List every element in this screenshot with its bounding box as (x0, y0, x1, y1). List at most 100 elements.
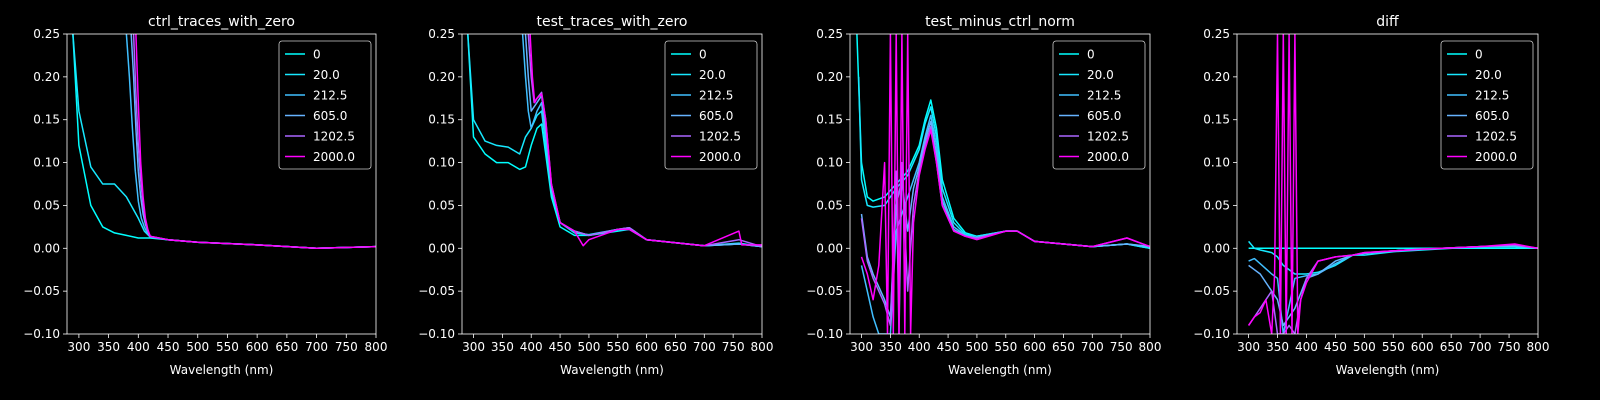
y-tick-label: 0.00 (33, 241, 60, 255)
y-tick-label: −0.05 (418, 284, 455, 298)
series-group (72, 34, 376, 250)
x-tick-label: 800 (1527, 340, 1550, 354)
plot-frame (461, 33, 763, 335)
chart-panel-2: test_traces_with_zero 300 350 400 450 500 550 6… (418, 14, 773, 377)
y-tick-label: 0.00 (816, 241, 843, 255)
series-group (1247, 34, 1538, 334)
x-tick-label: 450 (157, 340, 180, 354)
y-tick-label: 0.10 (428, 156, 455, 170)
x-tick-label: 350 (879, 340, 902, 354)
x-tick-label: 700 (693, 340, 716, 354)
x-tick-label: 400 (1295, 340, 1318, 354)
legend-label: 605.0 (313, 109, 347, 123)
x-tick-label: 800 (751, 340, 774, 354)
y-tick-label: 0.05 (1203, 198, 1230, 212)
plot-frame (849, 33, 1151, 335)
legend-box (664, 40, 758, 170)
x-tick-label: 300 (850, 340, 873, 354)
y-tick-label: 0.05 (428, 198, 455, 212)
x-tick-label: 400 (127, 340, 150, 354)
series-group (856, 34, 1150, 334)
x-tick-label: 650 (664, 340, 687, 354)
y-tick-label: −0.10 (806, 327, 843, 341)
legend-label: 20.0 (1087, 68, 1114, 82)
x-tick-label: 800 (1139, 340, 1162, 354)
x-tick-label: 500 (1353, 340, 1376, 354)
x-tick-label: 550 (216, 340, 239, 354)
series-line-2000.0 (1247, 34, 1538, 334)
legend-label: 0 (699, 48, 707, 62)
y-tick-label: 0.25 (816, 27, 843, 41)
x-tick-label: 700 (1081, 340, 1104, 354)
y-tick-label: 0.15 (33, 113, 60, 127)
y-tick-label: 0.15 (816, 113, 843, 127)
legend-label: 20.0 (313, 68, 340, 82)
x-tick-label: 600 (635, 340, 658, 354)
y-tick-label: 0.20 (1203, 70, 1230, 84)
x-tick-label: 750 (1498, 340, 1521, 354)
legend-label: 2000.0 (699, 150, 741, 164)
y-tick-label: 0.20 (816, 70, 843, 84)
y-tick-label: −0.10 (23, 327, 60, 341)
legend-label: 0 (1087, 48, 1095, 62)
y-tick-label: 0.05 (816, 198, 843, 212)
chart-title: test_minus_ctrl_norm (925, 14, 1075, 30)
legend-label: 1202.5 (1087, 130, 1129, 144)
y-tick-label: −0.05 (806, 284, 843, 298)
legend-box (278, 40, 372, 170)
x-tick-label: 350 (491, 340, 514, 354)
legend-label: 605.0 (699, 109, 733, 123)
x-tick-label: 600 (1411, 340, 1434, 354)
chart-panel-4: diff 300 350 400 450 500 550 600 650 700 750 800 −0.… (1193, 14, 1549, 377)
x-tick-label: 650 (275, 340, 298, 354)
y-tick-label: 0.15 (1203, 113, 1230, 127)
y-tick-label: 0.00 (1203, 241, 1230, 255)
legend-label: 20.0 (1475, 68, 1502, 82)
y-tick-label: 0.15 (428, 113, 455, 127)
series-line-2000.0 (529, 34, 762, 247)
x-axis-label: Wavelength (nm) (560, 363, 664, 377)
legend-label: 605.0 (1475, 109, 1509, 123)
legend: 0 20.0 212.5 605.0 1202.5 2000.0 (278, 40, 372, 170)
y-tick-label: 0.20 (33, 70, 60, 84)
legend-label: 212.5 (1087, 89, 1121, 103)
x-tick-label: 550 (994, 340, 1017, 354)
x-tick-label: 750 (335, 340, 358, 354)
x-axis-label: Wavelength (nm) (170, 363, 274, 377)
chart-title: diff (1376, 14, 1399, 30)
chart-panel-3: test_minus_ctrl_norm 300 350 400 450 500 550 60… (806, 14, 1161, 377)
y-tick-label: 0.25 (33, 27, 60, 41)
legend-label: 2000.0 (1475, 150, 1517, 164)
x-tick-label: 300 (67, 340, 90, 354)
y-tick-label: 0.20 (428, 70, 455, 84)
x-tick-label: 750 (1110, 340, 1133, 354)
x-axis-label: Wavelength (nm) (948, 363, 1052, 377)
x-tick-label: 450 (937, 340, 960, 354)
y-tick-label: 0.10 (1203, 156, 1230, 170)
y-tick-label: 0.05 (33, 198, 60, 212)
legend-box (1440, 40, 1534, 170)
x-tick-label: 400 (908, 340, 931, 354)
y-tick-label: 0.00 (428, 241, 455, 255)
legend-label: 212.5 (699, 89, 733, 103)
plot-frame (66, 33, 377, 335)
legend-label: 0 (313, 48, 321, 62)
legend-label: 1202.5 (699, 130, 741, 144)
x-tick-label: 800 (365, 340, 388, 354)
x-tick-label: 500 (186, 340, 209, 354)
x-tick-label: 600 (1023, 340, 1046, 354)
x-tick-label: 350 (97, 340, 120, 354)
y-tick-label: 0.10 (33, 156, 60, 170)
x-tick-label: 650 (1052, 340, 1075, 354)
x-tick-label: 450 (549, 340, 572, 354)
x-tick-label: 550 (606, 340, 629, 354)
x-tick-label: 650 (1440, 340, 1463, 354)
legend-label: 212.5 (1475, 89, 1509, 103)
legend-label: 0 (1475, 48, 1483, 62)
legend-label: 605.0 (1087, 109, 1121, 123)
x-tick-label: 750 (722, 340, 745, 354)
legend-label: 1202.5 (313, 130, 355, 144)
y-tick-label: 0.25 (1203, 27, 1230, 41)
y-tick-label: −0.05 (1193, 284, 1230, 298)
